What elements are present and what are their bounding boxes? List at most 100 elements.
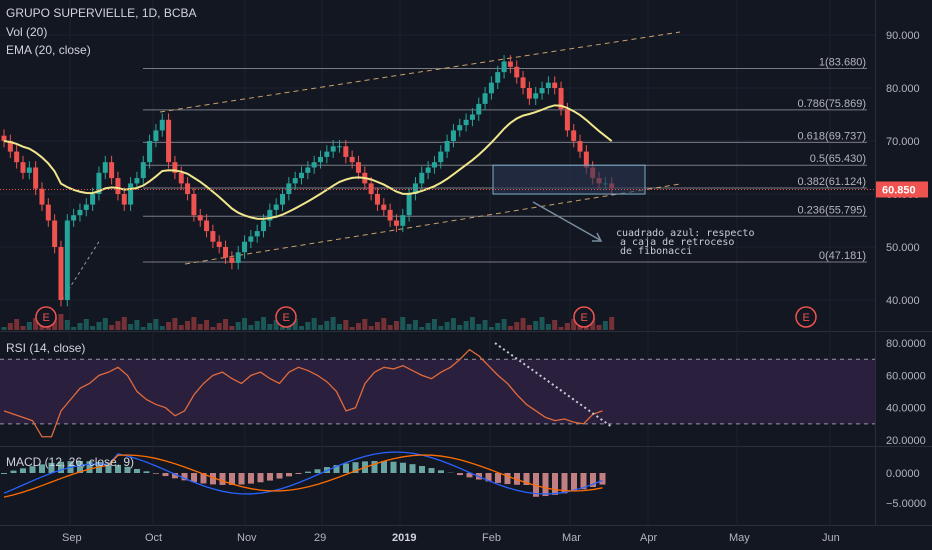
time-tick-label: 2019	[392, 532, 416, 544]
candle-body	[147, 141, 153, 163]
macd-histogram-bar	[267, 473, 273, 481]
candle-body	[248, 236, 254, 242]
volume-indicator-label[interactable]: Vol (20)	[6, 25, 48, 39]
macd-histogram-bar	[352, 462, 359, 473]
price-tick-label: 40.000	[886, 295, 920, 307]
volume-bar	[7, 323, 13, 330]
volume-bar	[185, 321, 191, 330]
candle-body	[7, 141, 13, 152]
volume-bar	[83, 319, 89, 330]
rsi-tick-label: 80.0000	[886, 338, 926, 350]
candle-body	[273, 204, 279, 210]
volume-bar	[571, 319, 577, 330]
symbol-title[interactable]: GRUPO SUPERVIELLE, 1D, BCBA	[6, 6, 197, 20]
candle-body	[261, 220, 267, 232]
candle-body	[318, 156, 323, 163]
macd-histogram-bar	[514, 473, 520, 485]
macd-histogram-bar	[219, 473, 226, 485]
candle-body	[280, 194, 286, 205]
volume-bar	[324, 321, 330, 330]
volume-bar	[197, 324, 203, 330]
volume-bar	[419, 327, 425, 330]
annotation-text: cuadrado azul: respecto	[616, 228, 754, 239]
earnings-marker[interactable]	[35, 306, 57, 328]
macd-histogram-bar	[343, 463, 349, 473]
candle-body	[197, 215, 203, 221]
rsi-band	[0, 359, 875, 424]
volume-bar	[261, 317, 267, 330]
time-axis[interactable]: Sep Oct Nov 29 2019 Feb Mar Apr May Jun	[62, 532, 840, 544]
volume-bar	[77, 323, 83, 330]
candlesticks	[1, 55, 615, 307]
candle-body	[577, 141, 583, 152]
candle-body	[412, 183, 418, 194]
macd-histogram-bar	[115, 464, 121, 473]
rsi-tick-label: 20.0000	[886, 435, 926, 447]
candle-body	[406, 194, 412, 216]
earnings-marker[interactable]	[275, 306, 297, 328]
price-axis[interactable]: 40.00050.00060.00070.00080.00090.00060.8…	[0, 30, 928, 307]
volume-bar	[368, 326, 374, 330]
candle-body	[90, 194, 96, 205]
macd-histogram-bar	[571, 473, 577, 492]
annotation-arrow[interactable]	[532, 201, 601, 241]
volume-bar	[166, 322, 172, 330]
volume-bar	[71, 327, 77, 330]
rsi-pane[interactable]: 20.0000 40.0000 60.0000 80.0000	[0, 338, 926, 447]
fib-level-label: 0.382(61.124)	[798, 176, 867, 188]
annotation-arrow-head[interactable]	[592, 232, 603, 242]
volume-bar	[520, 318, 526, 330]
channel-lower-line[interactable]	[184, 183, 681, 265]
volume-bar	[14, 319, 20, 330]
volume-bar	[223, 319, 229, 330]
volume-bar	[96, 322, 102, 330]
volume-bar	[305, 322, 311, 330]
macd-histogram-bar	[466, 473, 473, 478]
volume-bar	[109, 325, 115, 330]
macd-histogram-bar	[580, 473, 587, 490]
macd-histogram-bar	[390, 461, 397, 473]
macd-histogram-bar	[181, 473, 188, 481]
candle-body	[514, 66, 520, 78]
time-tick-label: Sep	[62, 532, 82, 544]
volume-bar	[501, 319, 507, 330]
macd-histogram-bar	[105, 463, 112, 473]
volume-bar	[469, 317, 475, 330]
rsi-trend-line[interactable]	[494, 342, 613, 428]
macd-histogram-bar	[210, 473, 216, 485]
trend-channel[interactable]	[61, 31, 681, 301]
candle-body	[153, 130, 159, 141]
volume-bar	[438, 326, 444, 330]
time-tick-label: Oct	[145, 532, 162, 544]
macd-pane[interactable]: 0.0000 −5.0000	[1, 451, 926, 510]
candle-body	[457, 125, 463, 131]
volume-bar	[362, 319, 368, 330]
earnings-marker-label: E	[43, 312, 50, 324]
earnings-marker[interactable]	[795, 306, 817, 328]
volume-bar	[514, 322, 520, 330]
macd-histogram-bar	[523, 473, 530, 485]
macd-histogram-bar	[20, 468, 26, 473]
candle-body	[33, 167, 39, 189]
volume-bar	[299, 326, 305, 330]
fib-level-label: 1(83.680)	[819, 56, 866, 68]
volume-bar	[121, 317, 127, 330]
volume-bar	[39, 325, 45, 330]
candle-body	[488, 82, 494, 94]
earnings-marker[interactable]	[573, 306, 595, 328]
candle-body	[267, 209, 273, 221]
candle-body	[128, 183, 134, 205]
channel-upper-line[interactable]	[159, 31, 681, 113]
candle-body	[210, 231, 216, 242]
candle-body	[14, 151, 20, 163]
macd-indicator-label[interactable]: MACD (12, 26, close, 9)	[6, 455, 135, 469]
volume-bar	[564, 323, 570, 330]
fib-level-label: 0.618(69.737)	[798, 130, 867, 142]
fibonacci-box[interactable]	[492, 164, 646, 195]
ema-indicator-label[interactable]: EMA (20, close)	[6, 43, 91, 57]
rsi-indicator-label[interactable]: RSI (14, close)	[6, 341, 86, 355]
candle-body	[159, 119, 165, 131]
